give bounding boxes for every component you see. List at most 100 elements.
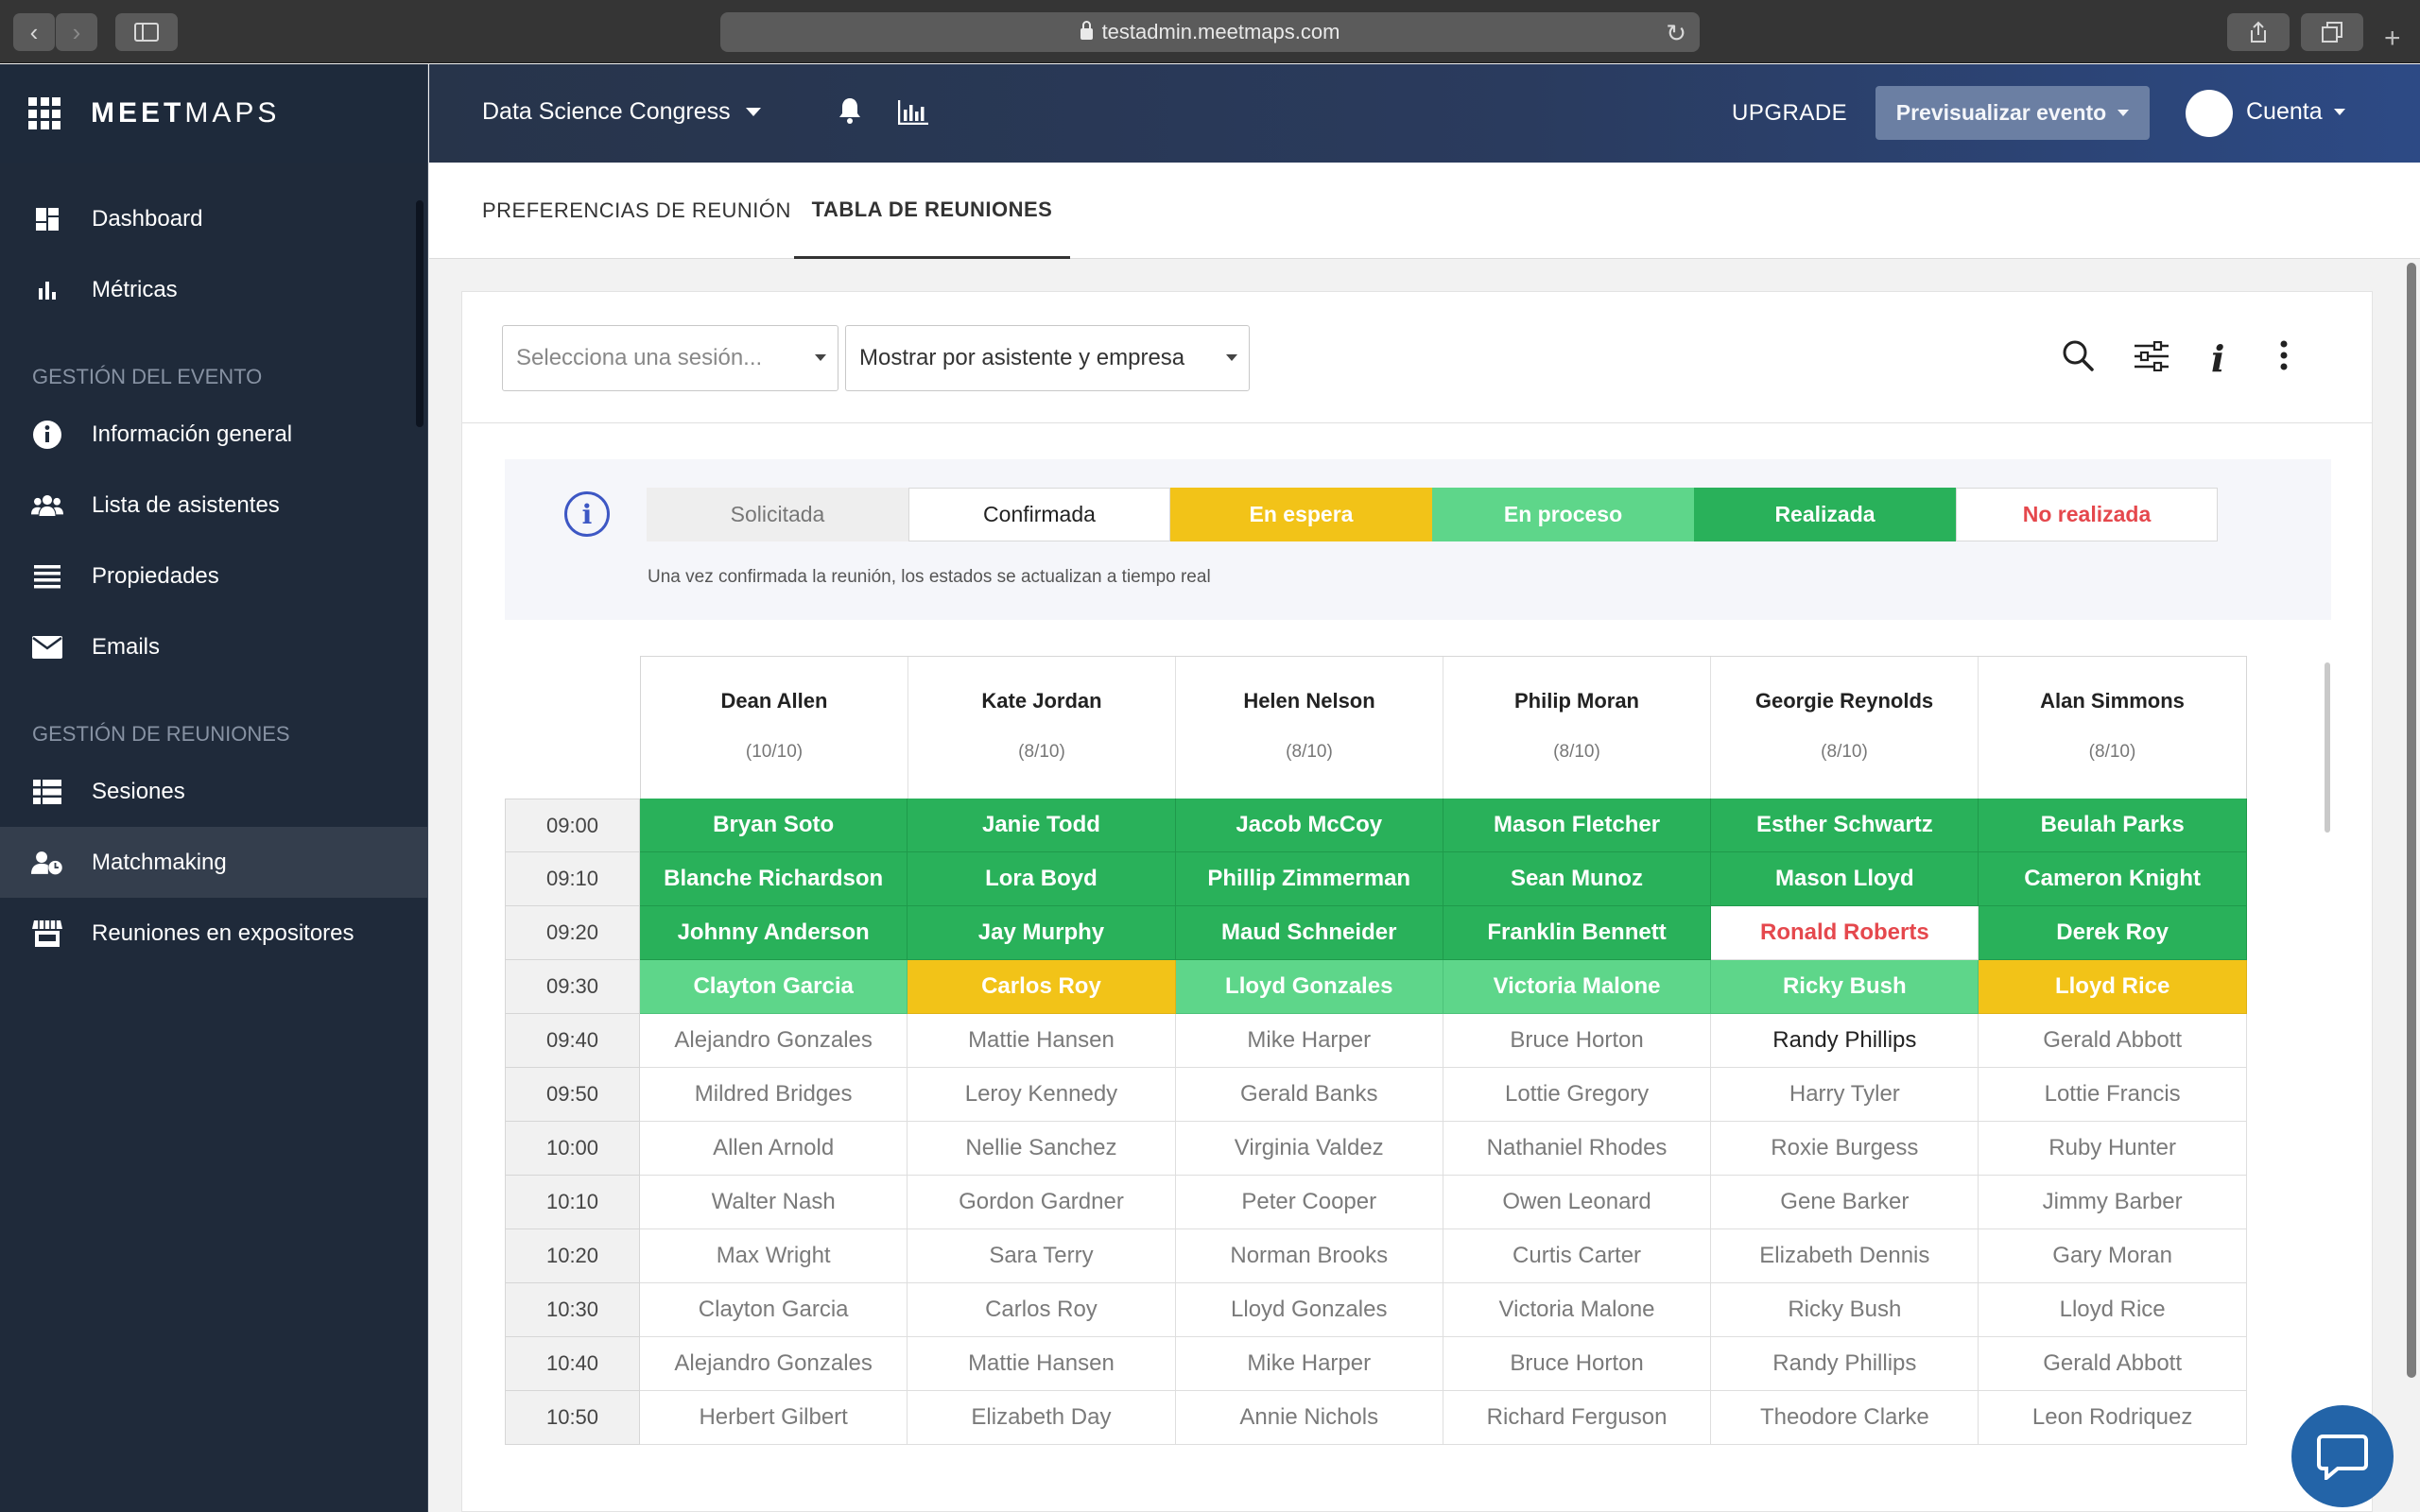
meeting-cell[interactable]: Bryan Soto xyxy=(640,799,908,852)
apps-grid-icon[interactable] xyxy=(28,97,60,129)
meeting-cell[interactable]: Clayton Garcia xyxy=(640,960,908,1014)
meeting-cell[interactable]: Mike Harper xyxy=(1175,1014,1443,1068)
sidebar-toggle-icon[interactable] xyxy=(115,13,178,51)
more-vertical-icon[interactable] xyxy=(2279,339,2289,376)
preview-event-button[interactable]: Previsualizar evento xyxy=(1876,86,2150,140)
address-bar[interactable]: testadmin.meetmaps.com ↻ xyxy=(720,12,1700,52)
meeting-cell[interactable]: Max Wright xyxy=(640,1229,908,1283)
meeting-cell[interactable]: Lottie Gregory xyxy=(1443,1068,1712,1122)
column-header[interactable]: Kate Jordan (8/10) xyxy=(908,657,1176,799)
meeting-cell[interactable]: Franklin Bennett xyxy=(1443,906,1712,960)
reload-icon[interactable]: ↻ xyxy=(1666,19,1686,47)
column-header[interactable]: Dean Allen (10/10) xyxy=(641,657,908,799)
meeting-cell[interactable]: Herbert Gilbert xyxy=(640,1391,908,1445)
table-scrollbar[interactable] xyxy=(2325,662,2330,833)
meeting-cell[interactable]: Mattie Hansen xyxy=(908,1014,1176,1068)
meeting-cell[interactable]: Randy Phillips xyxy=(1711,1337,1979,1391)
search-icon[interactable] xyxy=(2062,339,2094,376)
sidebar-item-matchmaking[interactable]: Matchmaking xyxy=(0,827,427,898)
chat-button[interactable] xyxy=(2291,1405,2394,1507)
forward-icon[interactable]: › xyxy=(56,13,97,51)
meeting-cell[interactable]: Derek Roy xyxy=(1979,906,2247,960)
meeting-cell[interactable]: Elizabeth Day xyxy=(908,1391,1176,1445)
meeting-cell[interactable]: Carlos Roy xyxy=(908,960,1176,1014)
meeting-cell[interactable]: Janie Todd xyxy=(908,799,1176,852)
meeting-cell[interactable]: Harry Tyler xyxy=(1711,1068,1979,1122)
sidebar-item-propiedades[interactable]: Propiedades xyxy=(0,541,427,611)
avatar[interactable] xyxy=(2186,90,2233,137)
column-header[interactable]: Helen Nelson (8/10) xyxy=(1176,657,1443,799)
column-header[interactable]: Philip Moran (8/10) xyxy=(1443,657,1711,799)
sidebar-item-dashboard[interactable]: Dashboard xyxy=(0,183,427,254)
meeting-cell[interactable]: Lloyd Rice xyxy=(1979,1283,2247,1337)
new-tab-icon[interactable]: + xyxy=(2384,23,2401,54)
meeting-cell[interactable]: Gene Barker xyxy=(1711,1176,1979,1229)
meeting-cell[interactable]: Sean Munoz xyxy=(1443,852,1712,906)
back-icon[interactable]: ‹ xyxy=(13,13,55,51)
meeting-cell[interactable]: Lloyd Gonzales xyxy=(1175,960,1443,1014)
meeting-cell[interactable]: Maud Schneider xyxy=(1175,906,1443,960)
meeting-cell[interactable]: Jimmy Barber xyxy=(1979,1176,2247,1229)
meeting-cell[interactable]: Phillip Zimmerman xyxy=(1175,852,1443,906)
bell-icon[interactable] xyxy=(838,96,862,129)
meeting-cell[interactable]: Carlos Roy xyxy=(908,1283,1176,1337)
meeting-cell[interactable]: Victoria Malone xyxy=(1443,1283,1712,1337)
meeting-cell[interactable]: Jacob McCoy xyxy=(1175,799,1443,852)
session-select[interactable]: Selecciona una sesión... xyxy=(502,325,838,391)
meeting-cell[interactable]: Sara Terry xyxy=(908,1229,1176,1283)
meeting-cell[interactable]: Victoria Malone xyxy=(1443,960,1712,1014)
meeting-cell[interactable]: Alejandro Gonzales xyxy=(640,1337,908,1391)
meeting-cell[interactable]: Blanche Richardson xyxy=(640,852,908,906)
sidebar-item-emails[interactable]: Emails xyxy=(0,611,427,682)
event-selector[interactable]: Data Science Congress xyxy=(482,98,761,126)
column-header[interactable]: Georgie Reynolds (8/10) xyxy=(1711,657,1979,799)
upgrade-link[interactable]: UPGRADE xyxy=(1732,100,1848,126)
sidebar-item-informacion-general[interactable]: Información general xyxy=(0,399,427,470)
meeting-cell[interactable]: Lloyd Rice xyxy=(1979,960,2247,1014)
meeting-cell[interactable]: Gordon Gardner xyxy=(908,1176,1176,1229)
meeting-cell[interactable]: Ronald Roberts xyxy=(1711,906,1979,960)
meeting-cell[interactable]: Esther Schwartz xyxy=(1711,799,1979,852)
meeting-cell[interactable]: Annie Nichols xyxy=(1175,1391,1443,1445)
meeting-cell[interactable]: Mattie Hansen xyxy=(908,1337,1176,1391)
meeting-cell[interactable]: Leroy Kennedy xyxy=(908,1068,1176,1122)
meeting-cell[interactable]: Roxie Burgess xyxy=(1711,1122,1979,1176)
meeting-cell[interactable]: Lottie Francis xyxy=(1979,1068,2247,1122)
meeting-cell[interactable]: Bruce Horton xyxy=(1443,1337,1712,1391)
meeting-cell[interactable]: Gary Moran xyxy=(1979,1229,2247,1283)
meeting-cell[interactable]: Peter Cooper xyxy=(1175,1176,1443,1229)
meeting-cell[interactable]: Elizabeth Dennis xyxy=(1711,1229,1979,1283)
meeting-cell[interactable]: Theodore Clarke xyxy=(1711,1391,1979,1445)
meeting-cell[interactable]: Nathaniel Rhodes xyxy=(1443,1122,1712,1176)
meeting-cell[interactable]: Leon Rodriquez xyxy=(1979,1391,2247,1445)
meeting-cell[interactable]: Gerald Abbott xyxy=(1979,1337,2247,1391)
meeting-cell[interactable]: Cameron Knight xyxy=(1979,852,2247,906)
meeting-cell[interactable]: Alejandro Gonzales xyxy=(640,1014,908,1068)
meeting-cell[interactable]: Lora Boyd xyxy=(908,852,1176,906)
meeting-cell[interactable]: Ruby Hunter xyxy=(1979,1122,2247,1176)
meeting-cell[interactable]: Norman Brooks xyxy=(1175,1229,1443,1283)
meeting-cell[interactable]: Allen Arnold xyxy=(640,1122,908,1176)
meeting-cell[interactable]: Richard Ferguson xyxy=(1443,1391,1712,1445)
meeting-cell[interactable]: Curtis Carter xyxy=(1443,1229,1712,1283)
page-scrollbar[interactable] xyxy=(2407,263,2416,1378)
account-menu[interactable]: Cuenta xyxy=(2246,98,2345,126)
statistics-icon[interactable] xyxy=(897,100,928,129)
sidebar-item-metricas[interactable]: Métricas xyxy=(0,254,427,325)
meeting-cell[interactable]: Mildred Bridges xyxy=(640,1068,908,1122)
meeting-cell[interactable]: Gerald Banks xyxy=(1175,1068,1443,1122)
brand-logo[interactable]: MEETMAPS xyxy=(91,97,281,129)
filter-sliders-icon[interactable] xyxy=(2134,340,2169,376)
meeting-cell[interactable]: Lloyd Gonzales xyxy=(1175,1283,1443,1337)
meeting-cell[interactable]: Ricky Bush xyxy=(1711,1283,1979,1337)
meeting-cell[interactable]: Owen Leonard xyxy=(1443,1176,1712,1229)
view-mode-select[interactable]: Mostrar por asistente y empresa xyxy=(845,325,1250,391)
sidebar-item-reuniones-expositores[interactable]: Reuniones en expositores xyxy=(0,898,427,969)
meeting-cell[interactable]: Mason Lloyd xyxy=(1711,852,1979,906)
tab-preferencias-reunion[interactable]: PREFERENCIAS DE REUNIÓN xyxy=(482,198,791,222)
meeting-cell[interactable]: Bruce Horton xyxy=(1443,1014,1712,1068)
meeting-cell[interactable]: Mike Harper xyxy=(1175,1337,1443,1391)
meeting-cell[interactable]: Nellie Sanchez xyxy=(908,1122,1176,1176)
meeting-cell[interactable]: Gerald Abbott xyxy=(1979,1014,2247,1068)
column-header[interactable]: Alan Simmons (8/10) xyxy=(1979,657,2246,799)
